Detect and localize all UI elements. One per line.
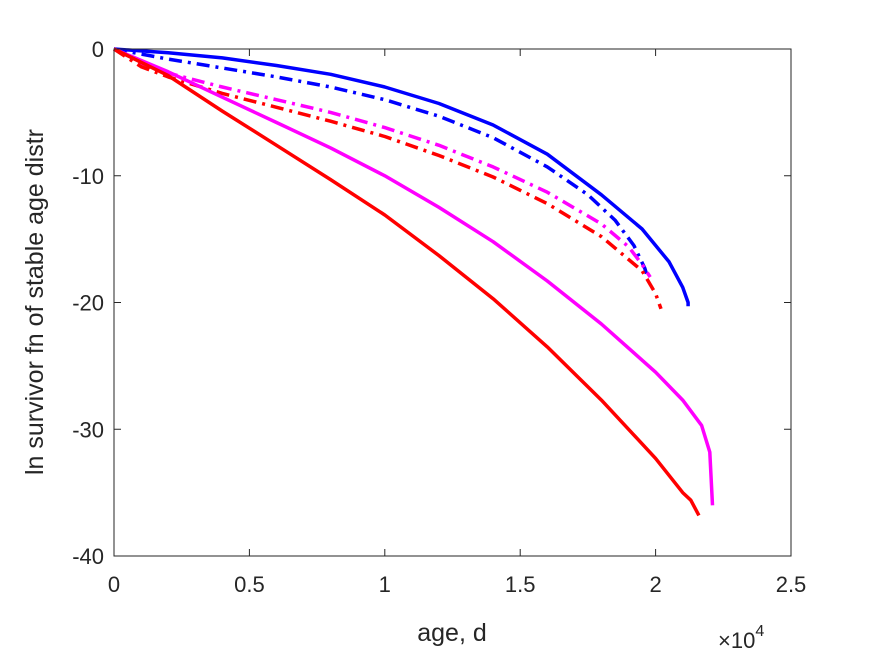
- series-layer: [113, 47, 715, 517]
- x-tick-label: 1: [379, 572, 391, 597]
- y-tick-label: 0: [92, 37, 104, 62]
- series-line-2: [113, 47, 650, 278]
- x-exponent-power: 4: [755, 623, 764, 640]
- y-tick-label: -40: [72, 544, 104, 569]
- y-axis-label: ln survivor fn of stable age distr: [21, 129, 49, 475]
- x-tick-label: 1.5: [505, 572, 536, 597]
- y-tick-label: -30: [72, 417, 104, 442]
- series-line-1: [113, 47, 690, 307]
- x-tick-label: 2: [649, 572, 661, 597]
- x-exponent-label: ×104: [718, 623, 764, 653]
- x-tick-label: 0: [108, 572, 120, 597]
- x-tick-label: 2.5: [776, 572, 807, 597]
- x-tick-label: 0.5: [234, 572, 265, 597]
- y-tick-label: -10: [72, 164, 104, 189]
- x-axis-label: age, d: [417, 619, 487, 647]
- series-line-4: [113, 47, 663, 310]
- series-line-5: [113, 47, 715, 506]
- plot-area: [114, 49, 791, 556]
- tick-layer: 0 0.5 1 1.5 2 2.5 0 -10 -20 -30 -40: [72, 37, 806, 597]
- y-tick-label: -20: [72, 291, 104, 316]
- series-line-6: [113, 47, 701, 517]
- x-exponent-base: ×10: [718, 628, 755, 653]
